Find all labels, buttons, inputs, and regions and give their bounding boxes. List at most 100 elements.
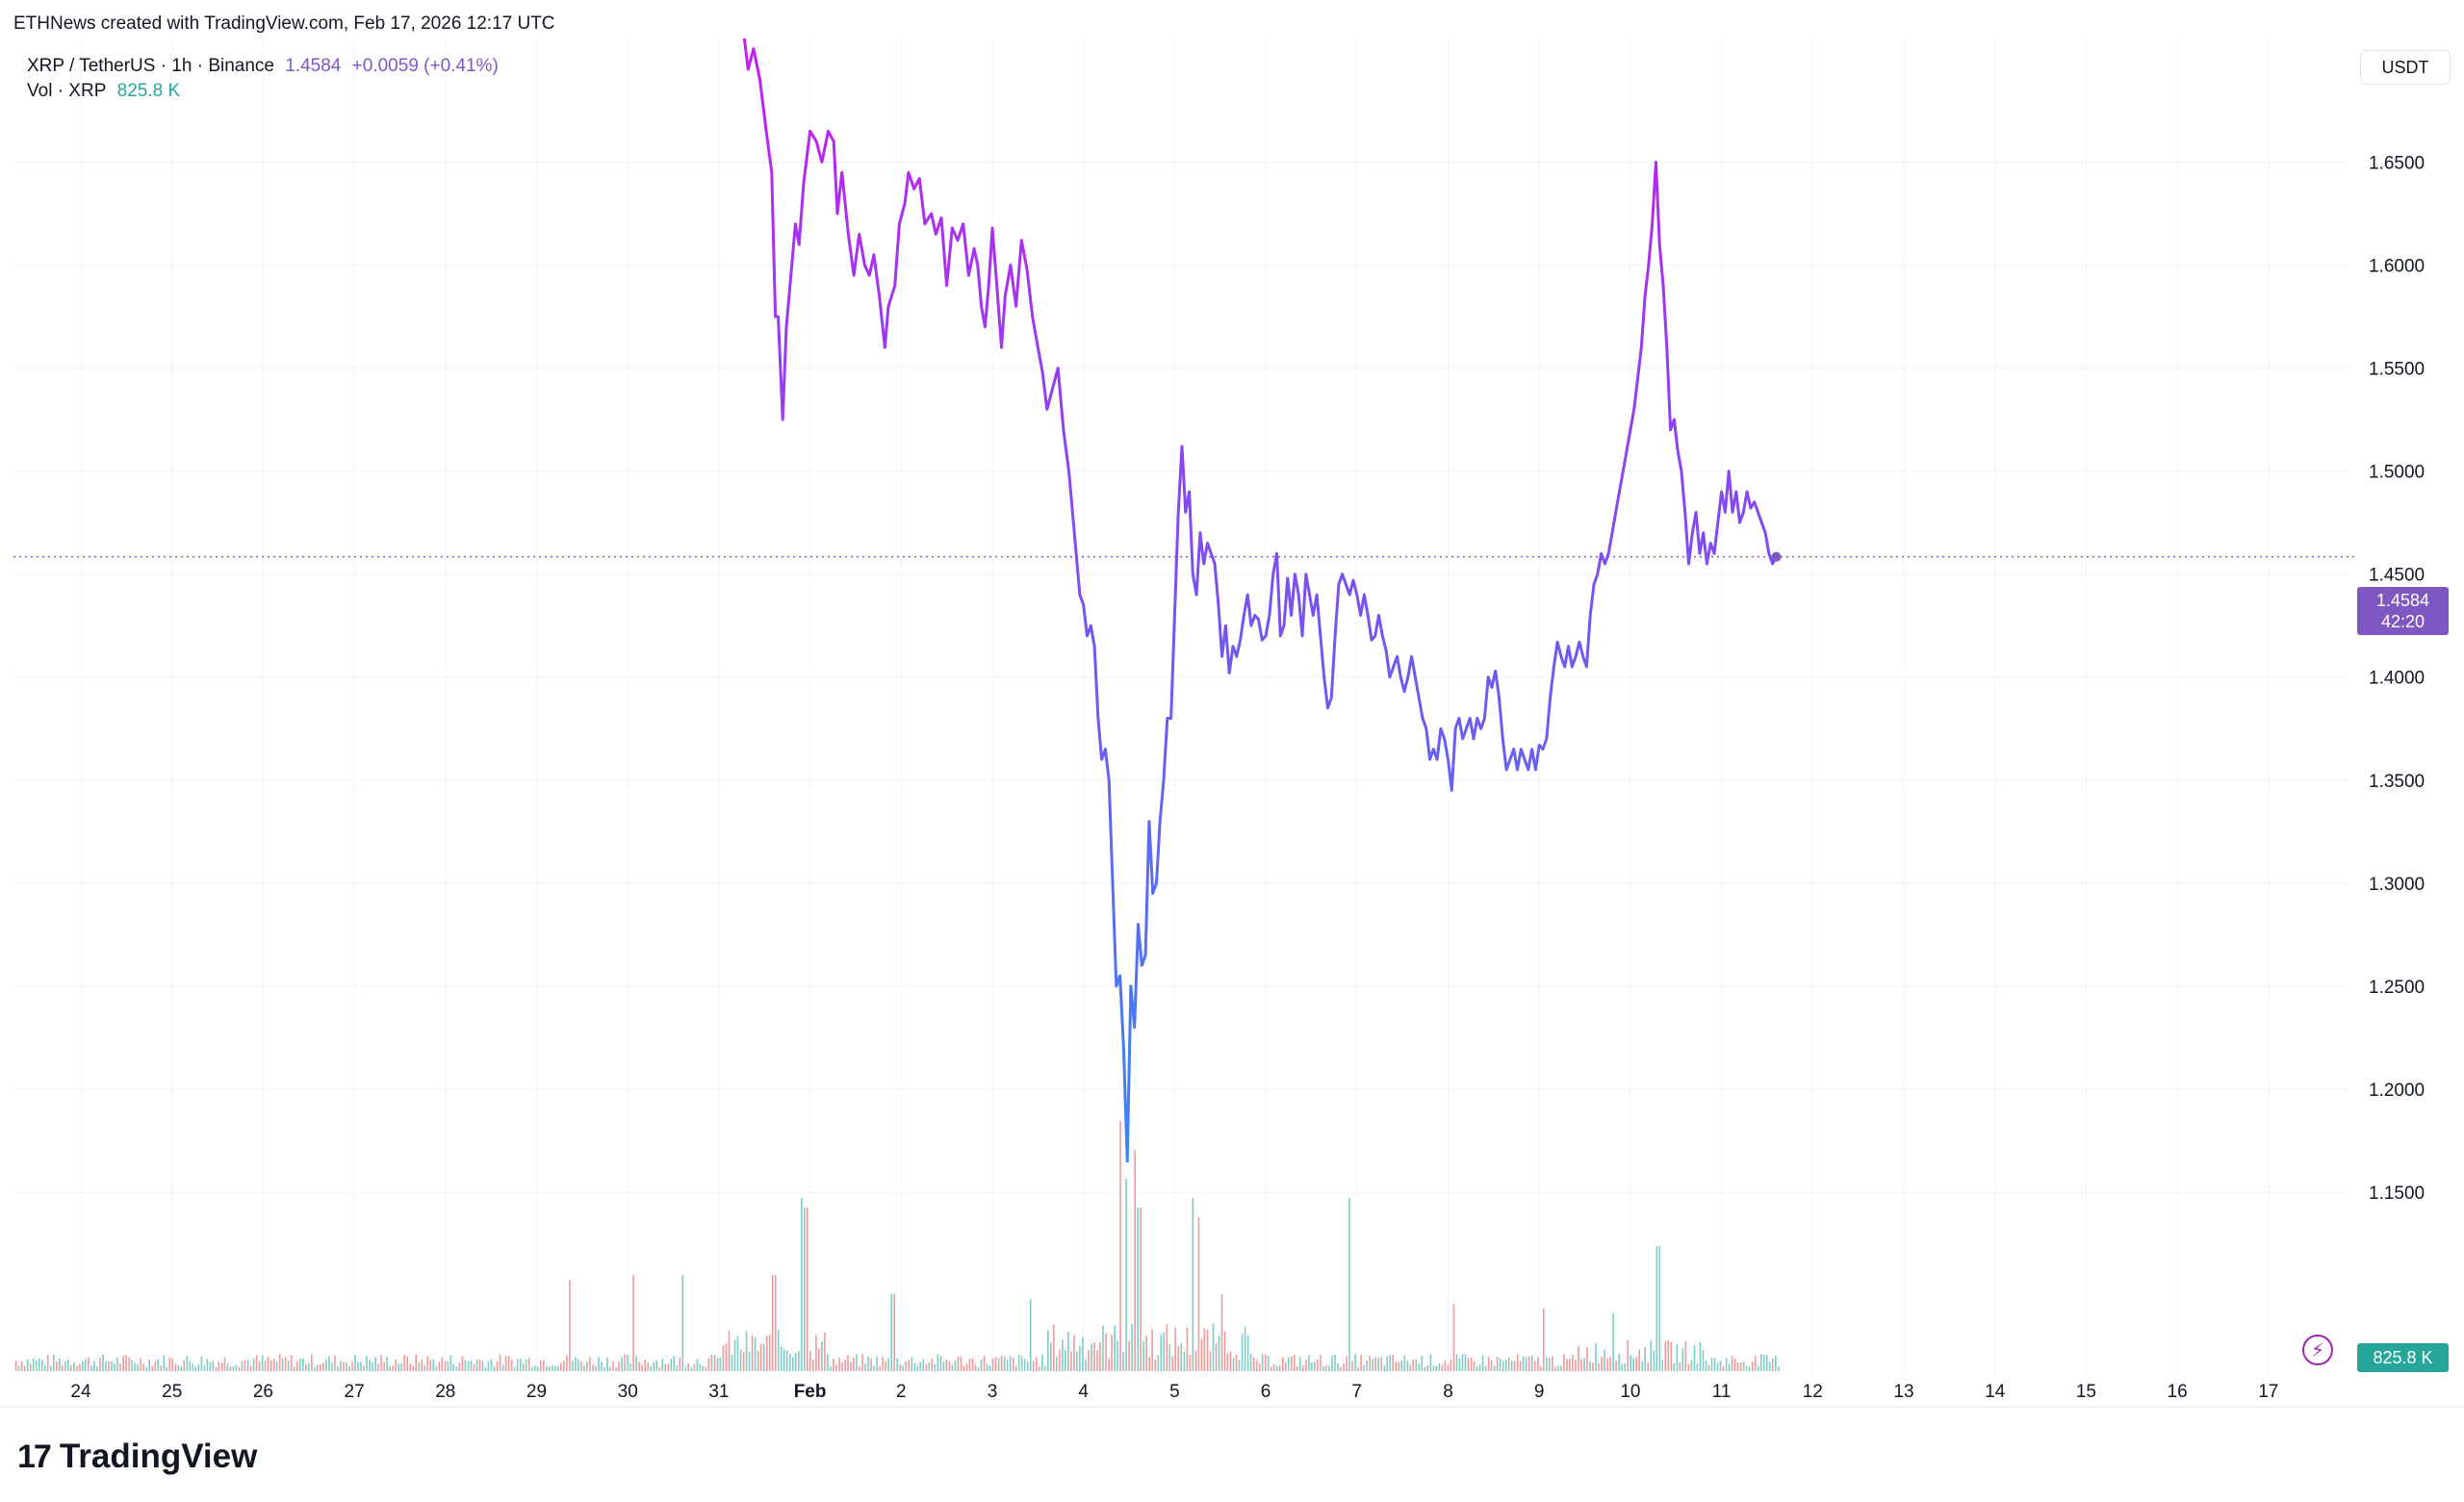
volume-bar bbox=[1377, 1357, 1379, 1371]
y-tick-label: 1.2000 bbox=[2369, 1081, 2425, 1101]
volume-bar bbox=[1557, 1365, 1559, 1371]
volume-bar bbox=[942, 1362, 945, 1371]
volume-bar bbox=[1299, 1357, 1301, 1371]
brand[interactable]: 17 TradingView bbox=[17, 1438, 257, 1476]
volume-bar bbox=[1563, 1354, 1565, 1371]
volume-bar bbox=[317, 1364, 319, 1371]
volume-bar bbox=[447, 1361, 449, 1371]
volume-bar bbox=[1444, 1360, 1447, 1371]
volume-bar bbox=[742, 1351, 745, 1371]
volume-bar bbox=[290, 1355, 293, 1371]
volume-bar bbox=[1546, 1357, 1548, 1371]
volume-bar bbox=[807, 1208, 808, 1371]
volume-bar bbox=[1580, 1360, 1582, 1371]
x-tick-label: 2 bbox=[896, 1382, 907, 1402]
volume-bar bbox=[1151, 1329, 1153, 1371]
lightning-icon[interactable]: ⚡ bbox=[2302, 1335, 2333, 1365]
volume-bar bbox=[1525, 1357, 1527, 1371]
volume-tag: 825.8 K bbox=[2357, 1343, 2449, 1372]
volume-bar bbox=[873, 1365, 875, 1371]
x-tick-label: 14 bbox=[1985, 1382, 2006, 1402]
volume-bar bbox=[939, 1356, 942, 1371]
volume-bar bbox=[1325, 1364, 1327, 1371]
volume-bar bbox=[530, 1366, 533, 1371]
volume-bar bbox=[1029, 1299, 1032, 1371]
volume-bar bbox=[435, 1365, 438, 1371]
volume-bar bbox=[1209, 1351, 1212, 1371]
volume-bar bbox=[1270, 1366, 1272, 1371]
volume-bar bbox=[171, 1358, 174, 1371]
volume-bar bbox=[73, 1362, 75, 1371]
volume-bar bbox=[1684, 1340, 1687, 1371]
volume-bar bbox=[180, 1365, 183, 1371]
x-tick-label: 9 bbox=[1534, 1382, 1545, 1402]
volume-bar bbox=[1632, 1358, 1634, 1371]
volume-bar bbox=[131, 1360, 133, 1371]
volume-bar bbox=[346, 1362, 347, 1371]
volume-bar bbox=[478, 1359, 481, 1371]
x-tick-label: 4 bbox=[1078, 1382, 1089, 1402]
volume-legend[interactable]: Vol · XRP 825.8 K bbox=[27, 81, 186, 102]
volume-bar bbox=[1540, 1365, 1542, 1371]
volume-bar bbox=[1661, 1360, 1664, 1371]
volume-bar bbox=[745, 1331, 748, 1371]
volume-bar bbox=[557, 1365, 559, 1371]
brand-name: TradingView bbox=[59, 1438, 258, 1475]
volume-bar bbox=[1681, 1348, 1684, 1371]
volume-bar bbox=[612, 1361, 614, 1371]
volume-bar bbox=[606, 1357, 608, 1371]
volume-bar bbox=[583, 1365, 585, 1371]
volume-bar bbox=[1082, 1337, 1084, 1371]
volume-bar bbox=[1337, 1362, 1339, 1371]
volume-bar bbox=[1429, 1354, 1432, 1371]
volume-bar bbox=[1389, 1355, 1391, 1371]
volume-bar bbox=[1522, 1356, 1525, 1371]
volume-bar bbox=[1543, 1309, 1545, 1371]
volume-bar bbox=[1673, 1363, 1676, 1371]
volume-bar bbox=[1679, 1362, 1681, 1371]
volume-bar bbox=[1346, 1356, 1348, 1371]
volume-bar bbox=[337, 1365, 339, 1371]
volume-bar bbox=[1128, 1340, 1130, 1371]
volume-bar bbox=[412, 1365, 414, 1371]
volume-bar bbox=[1036, 1357, 1038, 1371]
volume-bar bbox=[885, 1361, 886, 1371]
volume-bar bbox=[1507, 1358, 1510, 1371]
volume-bar bbox=[821, 1341, 823, 1371]
volume-bar bbox=[284, 1357, 287, 1371]
volume-bar bbox=[719, 1358, 722, 1371]
volume-bar bbox=[569, 1280, 571, 1371]
volume-bar bbox=[302, 1358, 304, 1371]
volume-bar bbox=[931, 1358, 934, 1371]
volume-bar bbox=[1014, 1365, 1017, 1371]
volume-bar bbox=[418, 1362, 421, 1371]
volume-bar bbox=[896, 1358, 898, 1371]
x-tick-label: 13 bbox=[1893, 1382, 1913, 1402]
volume-bar bbox=[1496, 1357, 1499, 1371]
volume-bar bbox=[827, 1354, 829, 1371]
volume-bar bbox=[249, 1365, 252, 1371]
volume-bar bbox=[771, 1275, 774, 1371]
volume-bar bbox=[1249, 1354, 1252, 1371]
volume-bar bbox=[1702, 1350, 1705, 1371]
volume-bar bbox=[1421, 1356, 1424, 1371]
volume-bar bbox=[859, 1365, 860, 1371]
volume-bar bbox=[1531, 1355, 1533, 1371]
symbol-legend[interactable]: XRP / TetherUS · 1h · Binance 1.4584 +0.… bbox=[27, 56, 504, 77]
currency-unit-button[interactable]: USDT bbox=[2360, 50, 2451, 85]
volume-bar bbox=[1163, 1332, 1166, 1371]
volume-bar bbox=[29, 1363, 32, 1371]
volume-bar bbox=[644, 1360, 646, 1371]
volume-bar bbox=[53, 1354, 55, 1371]
volume-bar bbox=[1572, 1355, 1574, 1371]
volume-bar bbox=[504, 1356, 507, 1371]
volume-bar bbox=[1328, 1365, 1330, 1371]
volume-bar bbox=[1026, 1361, 1029, 1371]
volume-bar bbox=[1020, 1356, 1023, 1371]
volume-bar bbox=[1653, 1350, 1656, 1371]
volume-bar bbox=[17, 1365, 20, 1371]
volume-bar bbox=[609, 1366, 611, 1371]
volume-bar bbox=[1174, 1327, 1177, 1371]
price-line-series bbox=[742, 38, 1778, 1163]
